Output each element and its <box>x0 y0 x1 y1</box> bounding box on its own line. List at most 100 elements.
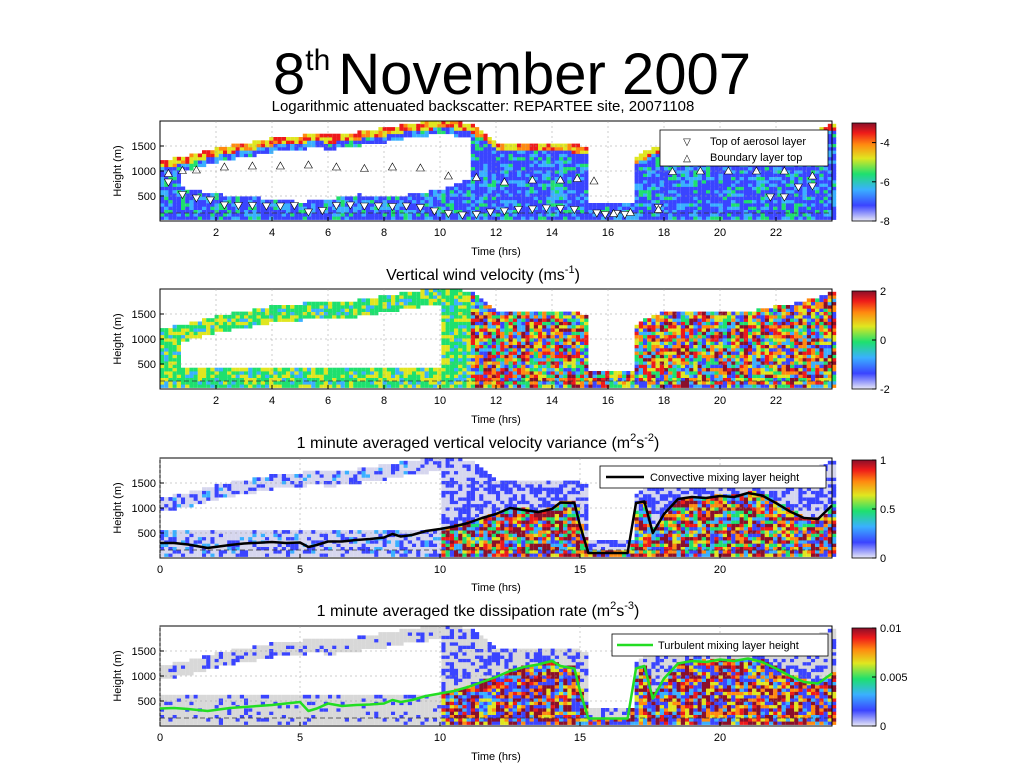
heatmap-cell <box>697 347 702 352</box>
heatmap-cell <box>575 384 580 388</box>
heatmap-cell <box>466 321 471 326</box>
heatmap-cell <box>172 199 177 204</box>
heatmap-cell <box>500 311 505 316</box>
heatmap-cell <box>307 305 312 309</box>
heatmap-cell <box>651 384 656 388</box>
heatmap-cell <box>336 212 341 217</box>
heatmap-cell <box>487 328 492 332</box>
heatmap-cell <box>525 324 530 329</box>
heatmap-cell <box>806 199 811 204</box>
heatmap-cell <box>697 209 702 214</box>
heatmap-cell <box>487 331 492 336</box>
heatmap-cell <box>647 150 652 154</box>
heatmap-cell <box>643 374 648 378</box>
heatmap-cell <box>420 216 425 220</box>
heatmap-cell <box>496 374 501 378</box>
heatmap-cell <box>500 328 505 332</box>
heatmap-cell <box>508 153 513 158</box>
heatmap-cell <box>550 318 555 322</box>
heatmap-cell <box>370 308 375 312</box>
heatmap-cell <box>676 380 681 385</box>
heatmap-cell <box>294 212 299 217</box>
heatmap-cell <box>714 173 719 177</box>
heatmap-cell <box>823 166 828 171</box>
heatmap-cell <box>365 203 370 207</box>
heatmap-cell <box>554 170 559 174</box>
heatmap-cell <box>193 380 198 385</box>
heatmap-cell <box>449 193 454 197</box>
heatmap-cell <box>441 298 446 303</box>
heatmap-cell <box>172 193 177 197</box>
heatmap-cell <box>227 206 232 210</box>
heatmap-cell <box>706 183 711 187</box>
heatmap-cell <box>475 308 480 312</box>
heatmap-cell <box>248 324 253 329</box>
heatmap-cell <box>559 341 564 345</box>
heatmap-cell <box>491 166 496 171</box>
heatmap-cell <box>760 179 765 184</box>
heatmap-cell <box>693 206 698 210</box>
heatmap-cell <box>328 137 333 141</box>
heatmap-cell <box>647 166 652 171</box>
heatmap-cell <box>634 199 639 204</box>
heatmap-cell <box>475 127 480 131</box>
heatmap-cell <box>529 357 534 362</box>
heatmap-cell <box>479 153 484 158</box>
heatmap-cell <box>680 206 685 210</box>
heatmap-cell <box>273 311 278 316</box>
heatmap-cell <box>382 374 387 378</box>
heatmap-cell <box>315 305 320 309</box>
heatmap-cell <box>668 380 673 385</box>
heatmap-cell <box>487 374 492 378</box>
heatmap-cell <box>647 334 652 339</box>
heatmap-cell <box>504 163 509 168</box>
heatmap-cell <box>252 209 257 214</box>
heatmap-cell <box>466 338 471 342</box>
heatmap-cell <box>550 367 555 372</box>
heatmap-cell <box>693 209 698 214</box>
heatmap-cell <box>529 170 534 174</box>
aerosol-top-marker <box>592 209 602 218</box>
heatmap-cell <box>462 331 467 336</box>
heatmap-cell <box>239 377 244 382</box>
heatmap-cell <box>206 203 211 207</box>
heatmap-cell <box>769 206 774 210</box>
heatmap-cell <box>386 206 391 210</box>
heatmap-cell <box>315 212 320 217</box>
heatmap-cell <box>638 374 643 378</box>
heatmap-cell <box>454 305 459 309</box>
heatmap-cell <box>596 203 601 207</box>
heatmap-cell <box>701 209 706 214</box>
heatmap-cell <box>454 354 459 359</box>
heatmap-cell <box>491 163 496 168</box>
heatmap-cell <box>659 361 664 365</box>
heatmap-cell <box>491 193 496 197</box>
heatmap-cell <box>517 314 522 319</box>
heatmap-cell <box>504 384 509 388</box>
heatmap-cell <box>504 338 509 342</box>
heatmap-cell <box>664 314 669 319</box>
heatmap-cell <box>559 377 564 382</box>
heatmap-cell <box>260 371 265 375</box>
heatmap-cell <box>181 186 186 191</box>
heatmap-cell <box>462 354 467 359</box>
heatmap-cell <box>655 341 660 345</box>
heatmap-cell <box>680 189 685 194</box>
heatmap-cell <box>643 189 648 194</box>
heatmap-cell <box>538 364 543 369</box>
heatmap-cell <box>214 321 219 326</box>
heatmap-cell <box>584 318 589 322</box>
boundary-layer-top-marker <box>219 162 229 171</box>
heatmap-cell <box>643 160 648 164</box>
heatmap-cell <box>370 305 375 309</box>
heatmap-cell <box>260 374 265 378</box>
heatmap-cell <box>584 209 589 214</box>
heatmap-cell <box>823 186 828 191</box>
heatmap-cell <box>361 216 366 220</box>
heatmap-cell <box>479 209 484 214</box>
heatmap-cell <box>655 179 660 184</box>
heatmap-cell <box>349 209 354 214</box>
heatmap-cell <box>550 311 555 316</box>
heatmap-cell <box>420 212 425 217</box>
heatmap-cell <box>365 371 370 375</box>
